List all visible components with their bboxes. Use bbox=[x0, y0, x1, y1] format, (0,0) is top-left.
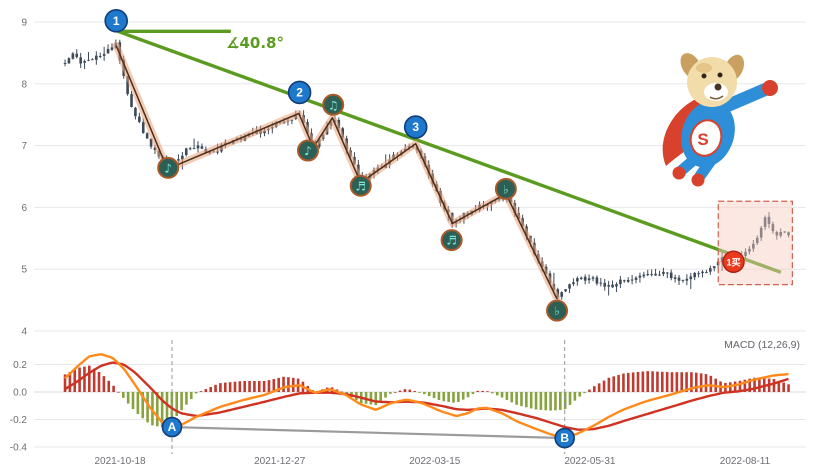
divergence-marker-label: A bbox=[168, 420, 177, 434]
note-marker-label: ♭ bbox=[554, 304, 560, 318]
note-marker-label: ♫ bbox=[328, 98, 339, 112]
wave-marker-circle bbox=[287, 80, 312, 105]
wave-markers: 1 ♪ 2 ♪ ♫ ♬ 3 ♬ ♭ ♭ bbox=[104, 8, 569, 322]
price-axis-tick: 4 bbox=[21, 327, 27, 338]
mascot-arm bbox=[715, 83, 771, 115]
note-marker-circle bbox=[494, 177, 517, 200]
mascot-eye bbox=[717, 72, 723, 78]
buy-signal-marker bbox=[722, 250, 745, 274]
note-marker-circle bbox=[440, 229, 463, 252]
divergence-marker-label: B bbox=[560, 431, 569, 445]
mascot-brow bbox=[696, 63, 712, 73]
note-marker-label: ♬ bbox=[446, 234, 457, 248]
note-marker-circle bbox=[322, 93, 345, 116]
wave-zigzag bbox=[115, 45, 558, 300]
mascot-boot bbox=[691, 173, 705, 187]
downtrend-line bbox=[117, 29, 782, 274]
note-marker-label: ♭ bbox=[503, 182, 509, 196]
dif-line bbox=[64, 353, 789, 439]
buy-signal-label: 1买 bbox=[727, 257, 741, 267]
mascot-nose bbox=[714, 83, 722, 91]
dea-line bbox=[64, 361, 789, 431]
note-marker-circle bbox=[349, 174, 372, 197]
note-marker-label: ♪ bbox=[164, 161, 172, 175]
note-marker-circle bbox=[296, 139, 319, 162]
price-axis-tick: 6 bbox=[21, 203, 27, 214]
macd-axis-tick: -0.2 bbox=[10, 415, 28, 426]
note-marker-circle bbox=[157, 156, 180, 179]
macd-axis-tick: 0.0 bbox=[13, 388, 27, 399]
wave-marker-label: 2 bbox=[296, 85, 303, 99]
note-marker-circle bbox=[546, 299, 569, 322]
x-axis-tick: 2021-10-18 bbox=[94, 456, 146, 467]
trendline-group bbox=[117, 29, 782, 274]
mascot-shield-letter: S bbox=[697, 130, 708, 149]
macd-indicator-label: MACD (12,26,9) bbox=[724, 339, 800, 351]
x-axis-tick: 2022-03-15 bbox=[409, 456, 461, 467]
x-axis-tick: 2021-12-27 bbox=[254, 456, 306, 467]
wave-marker-circle bbox=[403, 115, 428, 139]
wave-marker-circle bbox=[104, 8, 129, 33]
wave-marker-label: 3 bbox=[412, 120, 419, 134]
x-axis-tick: 2022-08-11 bbox=[720, 456, 771, 467]
x-axis: 2021-10-18 2021-12-27 2022-03-15 2022-05-31… bbox=[94, 456, 770, 467]
mascot-eye bbox=[701, 73, 707, 79]
divergence-line-ab bbox=[171, 425, 565, 440]
price-axis-tick: 5 bbox=[21, 265, 27, 276]
price-axis-tick: 8 bbox=[21, 79, 27, 90]
divergence-marker-circle bbox=[554, 427, 575, 449]
macd-axis-tick: 0.2 bbox=[13, 360, 27, 371]
trend-angle-label: ∡40.8° bbox=[226, 34, 284, 52]
mascot-glove bbox=[762, 80, 778, 96]
mascot-shield bbox=[689, 119, 723, 157]
divergence-marker-circle bbox=[161, 416, 183, 438]
price-axis-tick: 7 bbox=[21, 141, 27, 152]
price-axis-tick: 9 bbox=[21, 18, 27, 29]
wave-marker-label: 1 bbox=[113, 14, 120, 28]
note-marker-label: ♪ bbox=[304, 144, 312, 158]
mascot-boot bbox=[672, 166, 686, 180]
x-axis-tick: 2022-05-31 bbox=[564, 456, 616, 467]
macd-axis-tick: -0.4 bbox=[10, 443, 28, 454]
mascot-smile bbox=[709, 95, 724, 100]
note-marker-label: ♬ bbox=[355, 179, 366, 193]
mascot-superdog-image: S bbox=[662, 53, 778, 187]
